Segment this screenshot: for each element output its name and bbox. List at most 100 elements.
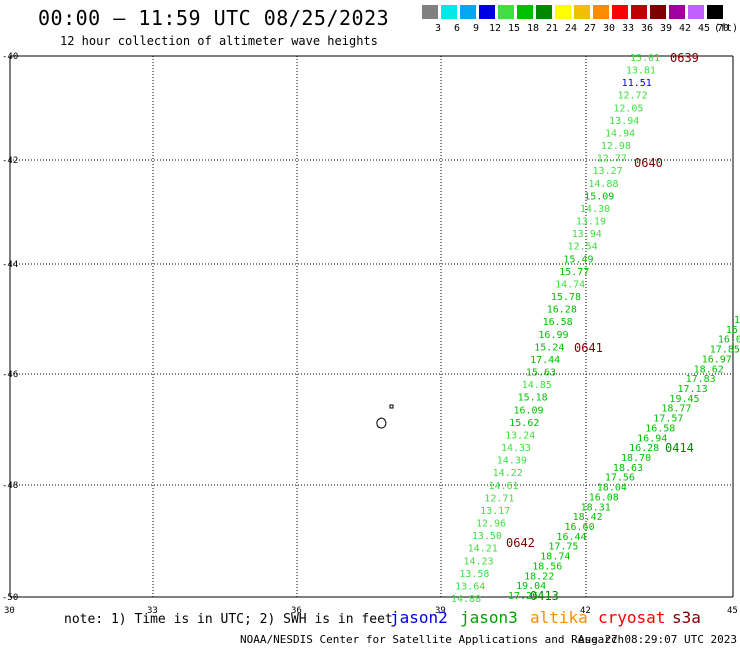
legend-label: 24 bbox=[564, 23, 578, 34]
legend-label: 45 bbox=[697, 23, 711, 34]
latitude-label: -44 bbox=[2, 260, 18, 270]
legend-label: 6 bbox=[453, 23, 461, 34]
pass-time-label: 0641 bbox=[574, 341, 603, 355]
wave-height-value: 18.56 bbox=[532, 561, 562, 572]
wave-height-value: 17.44 bbox=[530, 355, 560, 366]
legend-swatch bbox=[517, 5, 533, 19]
legend-swatch bbox=[631, 5, 647, 19]
wave-height-value: 13.50 bbox=[472, 531, 502, 542]
wave-height-value: 16.08 bbox=[589, 492, 619, 503]
wave-height-value: 18.70 bbox=[621, 453, 651, 464]
satellite-label: altika bbox=[530, 608, 588, 627]
longitude-label: 30 bbox=[4, 606, 15, 616]
island-shape bbox=[376, 417, 387, 429]
credit-line: NOAA/NESDIS Center for Satellite Applica… bbox=[240, 633, 625, 646]
latitude-label: -48 bbox=[2, 481, 18, 491]
wave-height-value: 14.85 bbox=[522, 380, 552, 391]
longitude-label: 42 bbox=[580, 606, 591, 616]
wave-height-value: 15 bbox=[734, 315, 740, 326]
wave-height-value: 13.27 bbox=[593, 166, 623, 177]
islet-shape bbox=[389, 404, 394, 409]
wave-height-value: 13.81 bbox=[626, 66, 656, 77]
wave-height-value: 13.58 bbox=[459, 569, 489, 580]
wave-height-value: 18.31 bbox=[581, 502, 611, 513]
wave-height-value: 16.60 bbox=[565, 522, 595, 533]
wave-height-value: 12.77 bbox=[597, 154, 627, 165]
wave-height-value: 18.74 bbox=[540, 552, 570, 563]
wave-height-value: 15.09 bbox=[584, 191, 614, 202]
wave-height-value: 13.94 bbox=[609, 116, 639, 127]
satellite-label: cryosat bbox=[598, 608, 666, 627]
latitude-label: -50 bbox=[2, 593, 18, 603]
wave-height-value: 12.72 bbox=[618, 91, 648, 102]
legend-swatch bbox=[650, 5, 666, 19]
wave-height-value: 14.22 bbox=[493, 468, 523, 479]
wave-height-value: 12.71 bbox=[484, 493, 514, 504]
altimeter-tracks: 15.0113.8111.5112.7212.0513.9414.9412.98… bbox=[451, 51, 740, 605]
wave-height-value: 14.88 bbox=[588, 179, 618, 190]
wave-height-value: 16.09 bbox=[513, 405, 543, 416]
legend-swatch bbox=[422, 5, 438, 19]
legend-label: 33 bbox=[621, 23, 635, 34]
wave-height-value: 12.98 bbox=[601, 141, 631, 152]
wave-height-value: 15.77 bbox=[559, 267, 589, 278]
longitude-label: 39 bbox=[435, 606, 446, 616]
wave-height-value: 14.88 bbox=[451, 594, 481, 605]
wave-height-value: 16.99 bbox=[538, 330, 568, 341]
latitude-label: -40 bbox=[2, 52, 18, 62]
pass-time-label: 0639 bbox=[670, 51, 699, 65]
wave-height-value: 18.63 bbox=[613, 463, 643, 474]
wave-height-value: 13.24 bbox=[505, 430, 535, 441]
generated-timestamp: Aug 27 08:29:07 UTC 2023 bbox=[578, 633, 737, 646]
legend-swatch bbox=[688, 5, 704, 19]
wave-height-value: 16.28 bbox=[629, 443, 659, 454]
wave-height-value: 18.04 bbox=[597, 483, 627, 494]
wave-height-value: 15.63 bbox=[526, 368, 556, 379]
pass-time-label: 0413 bbox=[530, 589, 559, 603]
legend-swatch bbox=[498, 5, 514, 19]
pass-time-label: 0414 bbox=[665, 441, 694, 455]
wave-height-value: 16.58 bbox=[543, 317, 573, 328]
latitude-label: -46 bbox=[2, 370, 18, 380]
legend-label: 18 bbox=[526, 23, 540, 34]
wave-height-value: 16.97 bbox=[702, 354, 732, 365]
wave-height-value: 15.49 bbox=[563, 254, 593, 265]
legend-swatch bbox=[479, 5, 495, 19]
satellite-label: jason3 bbox=[460, 608, 518, 627]
legend-label: 27 bbox=[583, 23, 597, 34]
longitude-label: 36 bbox=[291, 606, 302, 616]
legend-label: 36 bbox=[640, 23, 654, 34]
satellite-label: jason2 bbox=[390, 608, 448, 627]
legend-label: 9 bbox=[472, 23, 480, 34]
wave-height-value: 16.94 bbox=[637, 433, 667, 444]
wave-height-value: 16.44 bbox=[556, 532, 586, 543]
wave-height-value: 16.28 bbox=[547, 305, 577, 316]
wave-height-value: 14.74 bbox=[555, 279, 585, 290]
wave-height-value: 17.26 bbox=[508, 591, 538, 602]
wave-height-value: 15.01 bbox=[630, 53, 660, 64]
legend-label: 15 bbox=[507, 23, 521, 34]
wave-height-value: 12.05 bbox=[613, 103, 643, 114]
legend-swatch bbox=[574, 5, 590, 19]
wave-height-value: 14.94 bbox=[605, 128, 635, 139]
legend-swatch bbox=[441, 5, 457, 19]
wave-height-value: 13.19 bbox=[576, 217, 606, 228]
longitude-label: 45 bbox=[727, 606, 738, 616]
page-subtitle: 12 hour collection of altimeter wave hei… bbox=[60, 34, 378, 48]
legend-swatch bbox=[669, 5, 685, 19]
pass-time-label: 0640 bbox=[634, 156, 663, 170]
wave-height-value: 12.54 bbox=[568, 242, 598, 253]
wave-height-value: 17.56 bbox=[605, 473, 635, 484]
island-outline bbox=[376, 404, 394, 429]
legend-label: 70 bbox=[716, 23, 730, 34]
legend-swatch bbox=[555, 5, 571, 19]
wave-height-value: 15.62 bbox=[509, 418, 539, 429]
wave-height-value: 13.94 bbox=[572, 229, 602, 240]
legend-unit: (ft) bbox=[714, 23, 739, 34]
wave-height-value: 17.57 bbox=[653, 414, 683, 425]
legend-swatch bbox=[593, 5, 609, 19]
wave-height-value: 18.22 bbox=[524, 571, 554, 582]
legend-label: 12 bbox=[488, 23, 502, 34]
legend-label: 3 bbox=[434, 23, 442, 34]
